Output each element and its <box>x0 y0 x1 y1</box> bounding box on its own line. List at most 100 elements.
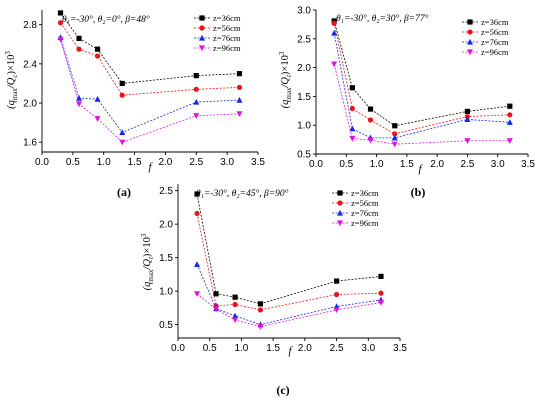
data-point <box>76 101 83 108</box>
data-point <box>392 131 398 137</box>
legend-item: z=56cm <box>462 27 509 37</box>
data-point <box>193 86 199 92</box>
data-point <box>119 80 125 87</box>
y-tick-label: 2.0 <box>23 99 37 110</box>
y-axis-label: (qmax/Qt)×103 <box>278 51 293 108</box>
legend-label: z=96cm <box>481 47 509 57</box>
x-tick-label: 2.5 <box>330 343 344 354</box>
x-tick-label: 0.0 <box>309 159 323 170</box>
x-tick-label: 1.0 <box>370 159 384 170</box>
y-axis-label: (qmax/Qt)×103 <box>140 233 155 290</box>
y-tick-label: 2.5 <box>297 34 311 45</box>
data-point <box>349 125 356 132</box>
legend-marker <box>199 45 205 52</box>
series-line <box>333 32 510 139</box>
x-tick-label: 2.5 <box>460 159 474 170</box>
legend-label: z=96cm <box>213 43 241 53</box>
data-point <box>232 301 238 308</box>
legend-item: z=96cm <box>332 218 379 228</box>
series-z=56cm <box>57 20 243 98</box>
panel-label: (a) <box>117 185 131 199</box>
data-point <box>213 291 219 297</box>
y-tick-label: 1.5 <box>297 92 311 103</box>
x-tick-label: 3.0 <box>361 343 375 354</box>
data-point <box>367 106 374 112</box>
legend-item: z=36cm <box>462 17 509 27</box>
legend-marker <box>337 220 343 227</box>
data-point <box>367 137 374 144</box>
x-tick-label: 2.0 <box>158 157 172 168</box>
legend-item: z=36cm <box>194 13 241 23</box>
data-point <box>76 35 82 41</box>
data-point <box>333 307 340 314</box>
data-point <box>257 324 264 330</box>
data-point <box>331 61 338 68</box>
legend-marker <box>337 200 343 206</box>
data-point <box>391 134 398 141</box>
data-point <box>507 103 513 109</box>
condition-label: θ₁=-30°, θ₂=0°, β=48° <box>62 14 150 25</box>
data-point <box>94 46 101 52</box>
series-line <box>60 12 240 84</box>
chart-panel-3: 0.0 0.5 1.0 1.5 2.0 2.5 3.0 3.5 0.5 1.0 1.5 2.0 2.5 f… <box>140 184 407 397</box>
data-point <box>94 53 101 59</box>
x-tick-label: 3.5 <box>251 157 265 168</box>
data-point <box>507 112 513 118</box>
x-tick-label: 0.0 <box>171 343 185 354</box>
series-z=76cm <box>331 29 513 141</box>
data-point <box>232 294 238 300</box>
legend-marker <box>337 190 343 196</box>
legend-marker <box>467 38 473 45</box>
x-tick-label: 1.5 <box>266 343 280 354</box>
legend-label: z=56cm <box>481 27 509 37</box>
x-tick-label: 1.0 <box>234 343 248 354</box>
x-tick-label: 0.0 <box>35 157 49 168</box>
data-point <box>464 108 471 114</box>
legend-item: z=96cm <box>462 47 509 57</box>
data-point <box>257 307 264 313</box>
x-tick-label: 3.0 <box>220 157 234 168</box>
data-point <box>506 138 513 144</box>
x-tick-label: 2.5 <box>189 157 203 168</box>
y-axis-label: (qmax/Qc)×103 <box>4 51 19 109</box>
x-tick-label: 1.0 <box>97 157 111 168</box>
data-point <box>506 119 513 125</box>
data-point <box>57 10 64 16</box>
data-point <box>194 210 200 217</box>
legend-label: z=56cm <box>213 23 241 33</box>
series-line <box>333 64 510 145</box>
data-point <box>349 135 356 142</box>
data-point <box>464 138 471 144</box>
data-point <box>391 141 398 148</box>
y-tick-label: 1.0 <box>159 287 173 298</box>
data-point <box>193 113 200 119</box>
data-point <box>236 71 243 77</box>
legend-marker <box>199 15 205 21</box>
y-tick-label: 1.6 <box>23 138 37 149</box>
panel-label: (b) <box>411 185 426 199</box>
legend-item: z=76cm <box>462 37 509 47</box>
y-tick-label: 2.8 <box>23 20 37 31</box>
x-tick-label: 3.0 <box>491 159 505 170</box>
data-point <box>213 306 220 313</box>
legend-label: z=36cm <box>351 188 379 198</box>
y-tick-label: 0.5 <box>159 320 173 331</box>
y-tick-label: 2.0 <box>297 63 311 74</box>
data-point <box>464 116 471 123</box>
legend-marker <box>337 209 343 216</box>
series-line <box>196 293 382 328</box>
data-point <box>333 278 340 284</box>
x-tick-label: 1.5 <box>400 159 414 170</box>
legend-label: z=56cm <box>351 198 379 208</box>
x-tick-label: 1.5 <box>128 157 142 168</box>
data-point <box>193 98 200 105</box>
data-point <box>349 105 355 112</box>
legend-label: z=36cm <box>481 17 509 27</box>
data-point <box>331 29 338 36</box>
data-point <box>94 116 101 122</box>
y-tick-label: 3.0 <box>297 6 311 17</box>
y-tick-label: 2.5 <box>159 186 173 197</box>
series-line <box>60 37 240 133</box>
